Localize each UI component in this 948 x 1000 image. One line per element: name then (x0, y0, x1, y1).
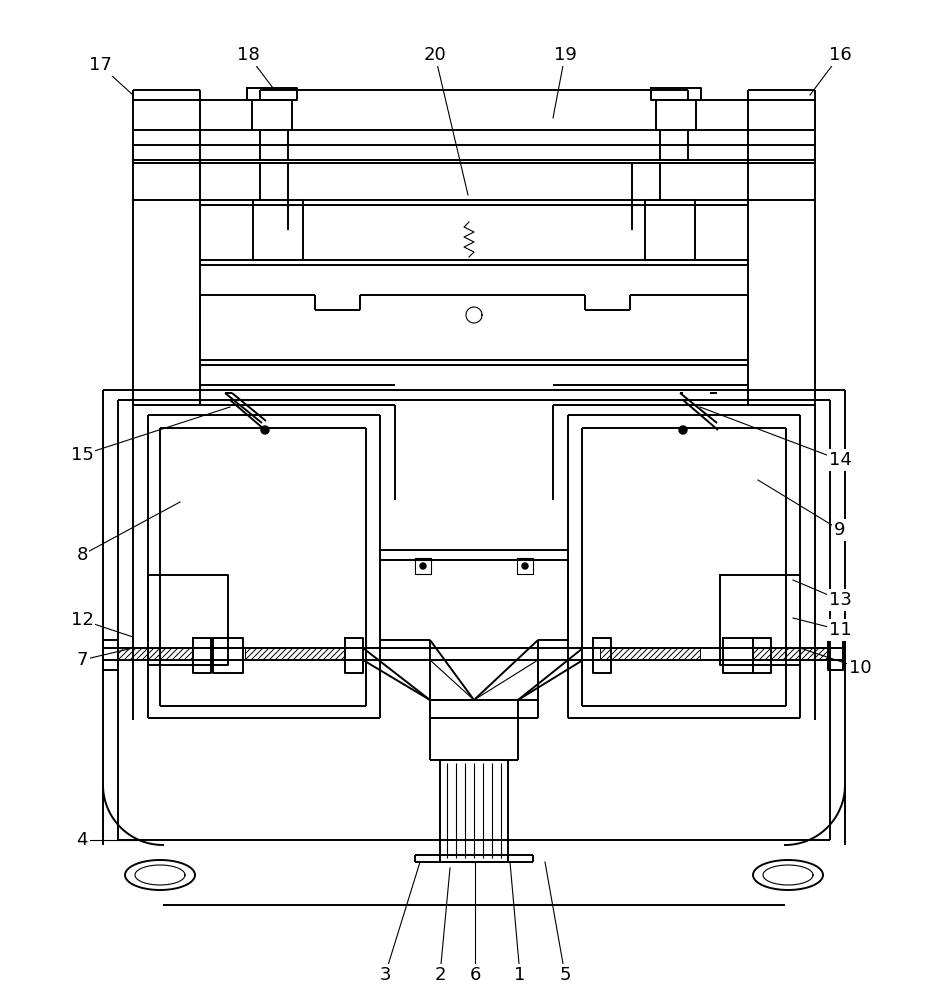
Text: 4: 4 (76, 831, 88, 849)
Text: 10: 10 (848, 659, 871, 677)
Text: 8: 8 (76, 546, 87, 564)
Text: 18: 18 (237, 46, 260, 64)
Text: 11: 11 (829, 621, 851, 639)
Text: 13: 13 (829, 591, 851, 609)
Text: 3: 3 (379, 966, 391, 984)
Text: 19: 19 (554, 46, 576, 64)
Text: 15: 15 (70, 446, 94, 464)
Text: 7: 7 (76, 651, 88, 669)
Text: 1: 1 (515, 966, 526, 984)
Text: 17: 17 (88, 56, 112, 74)
Polygon shape (522, 563, 528, 569)
Text: 12: 12 (70, 611, 94, 629)
Polygon shape (261, 426, 269, 434)
Text: 14: 14 (829, 451, 851, 469)
Text: 5: 5 (559, 966, 571, 984)
Text: 6: 6 (469, 966, 481, 984)
Text: 16: 16 (829, 46, 851, 64)
Text: 9: 9 (834, 521, 846, 539)
Polygon shape (679, 426, 687, 434)
Polygon shape (420, 563, 426, 569)
Text: 2: 2 (434, 966, 446, 984)
Text: 20: 20 (424, 46, 447, 64)
